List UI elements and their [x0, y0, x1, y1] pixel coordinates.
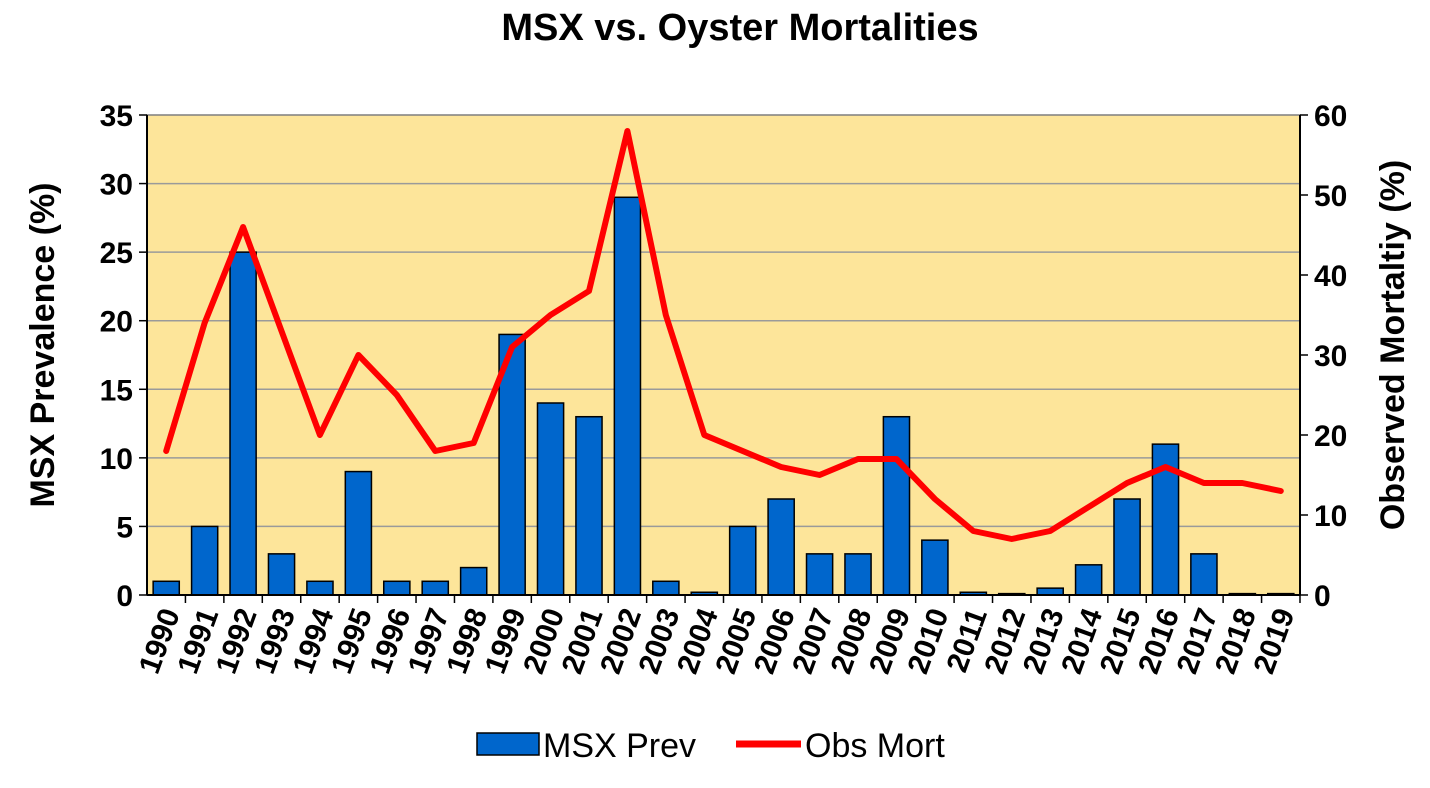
bar-msx-prev-1995 — [344, 470, 373, 596]
tick-labels: 0510152025303501020304050601990199119921… — [100, 100, 1348, 678]
bar-msx-prev-1990 — [152, 580, 181, 596]
bar-msx-prev-1992 — [229, 251, 257, 596]
bar-msx-prev-2006 — [767, 498, 795, 596]
bar-msx-prev-2009 — [882, 415, 911, 596]
y-axis-label: MSX Prevalence (%) — [24, 182, 62, 507]
y2-tick-label: 10 — [1314, 500, 1347, 533]
bar-msx-prev-1991 — [190, 525, 219, 596]
y-tick-label: 25 — [100, 237, 133, 270]
legend-label-msx-prev: MSX Prev — [543, 727, 696, 765]
y2-tick-label: 30 — [1314, 340, 1347, 373]
bar-msx-prev-2002 — [613, 196, 642, 596]
bar-msx-prev-1994 — [306, 580, 334, 596]
y2-tick-label: 60 — [1314, 100, 1347, 133]
bar-msx-prev-1993 — [267, 553, 296, 596]
y-tick-label: 5 — [116, 511, 133, 544]
bar-msx-prev-2017 — [1190, 553, 1218, 596]
y-tick-label: 35 — [100, 100, 133, 133]
bar-msx-prev-1998 — [459, 566, 488, 596]
y-tick-label: 10 — [100, 443, 133, 476]
bar-msx-prev-2003 — [652, 580, 680, 596]
y-tick-label: 20 — [100, 306, 133, 339]
bar-msx-prev-2005 — [728, 525, 757, 596]
bar-msx-prev-2010 — [921, 539, 949, 596]
y2-axis-label: Observed Mortaltiy (%) — [1374, 160, 1412, 530]
bar-msx-prev-1996 — [382, 580, 411, 596]
bar-msx-prev-2014 — [1074, 564, 1103, 596]
chart-title: MSX vs. Oyster Mortalities — [501, 7, 978, 49]
y2-tick-label: 50 — [1314, 180, 1347, 213]
mortality-line — [163, 128, 1284, 542]
bar-msx-prev-2008 — [844, 553, 872, 596]
y-tick-label: 0 — [116, 580, 133, 613]
legend-swatch-msx-prev — [476, 732, 540, 756]
y2-tick-label: 40 — [1314, 260, 1347, 293]
y2-tick-label: 0 — [1314, 580, 1331, 613]
bar-msx-prev-1999 — [498, 333, 526, 596]
msx-bars — [152, 196, 1295, 596]
bar-msx-prev-2000 — [536, 402, 565, 596]
bar-msx-prev-2001 — [575, 415, 603, 596]
bar-msx-prev-2015 — [1113, 498, 1141, 596]
y-tick-label: 30 — [100, 169, 133, 202]
legend-label-obs-mort: Obs Mort — [805, 727, 945, 765]
y-tick-label: 15 — [100, 374, 133, 407]
legend: MSX Prev Obs Mort — [476, 727, 945, 765]
line-obs-mort — [163, 128, 1284, 542]
bar-msx-prev-1997 — [421, 580, 450, 596]
plot-area — [146, 114, 1301, 596]
bar-msx-prev-2013 — [1036, 587, 1065, 596]
bar-msx-prev-2007 — [805, 553, 834, 596]
axes — [139, 114, 1308, 603]
y2-tick-label: 20 — [1314, 420, 1347, 453]
